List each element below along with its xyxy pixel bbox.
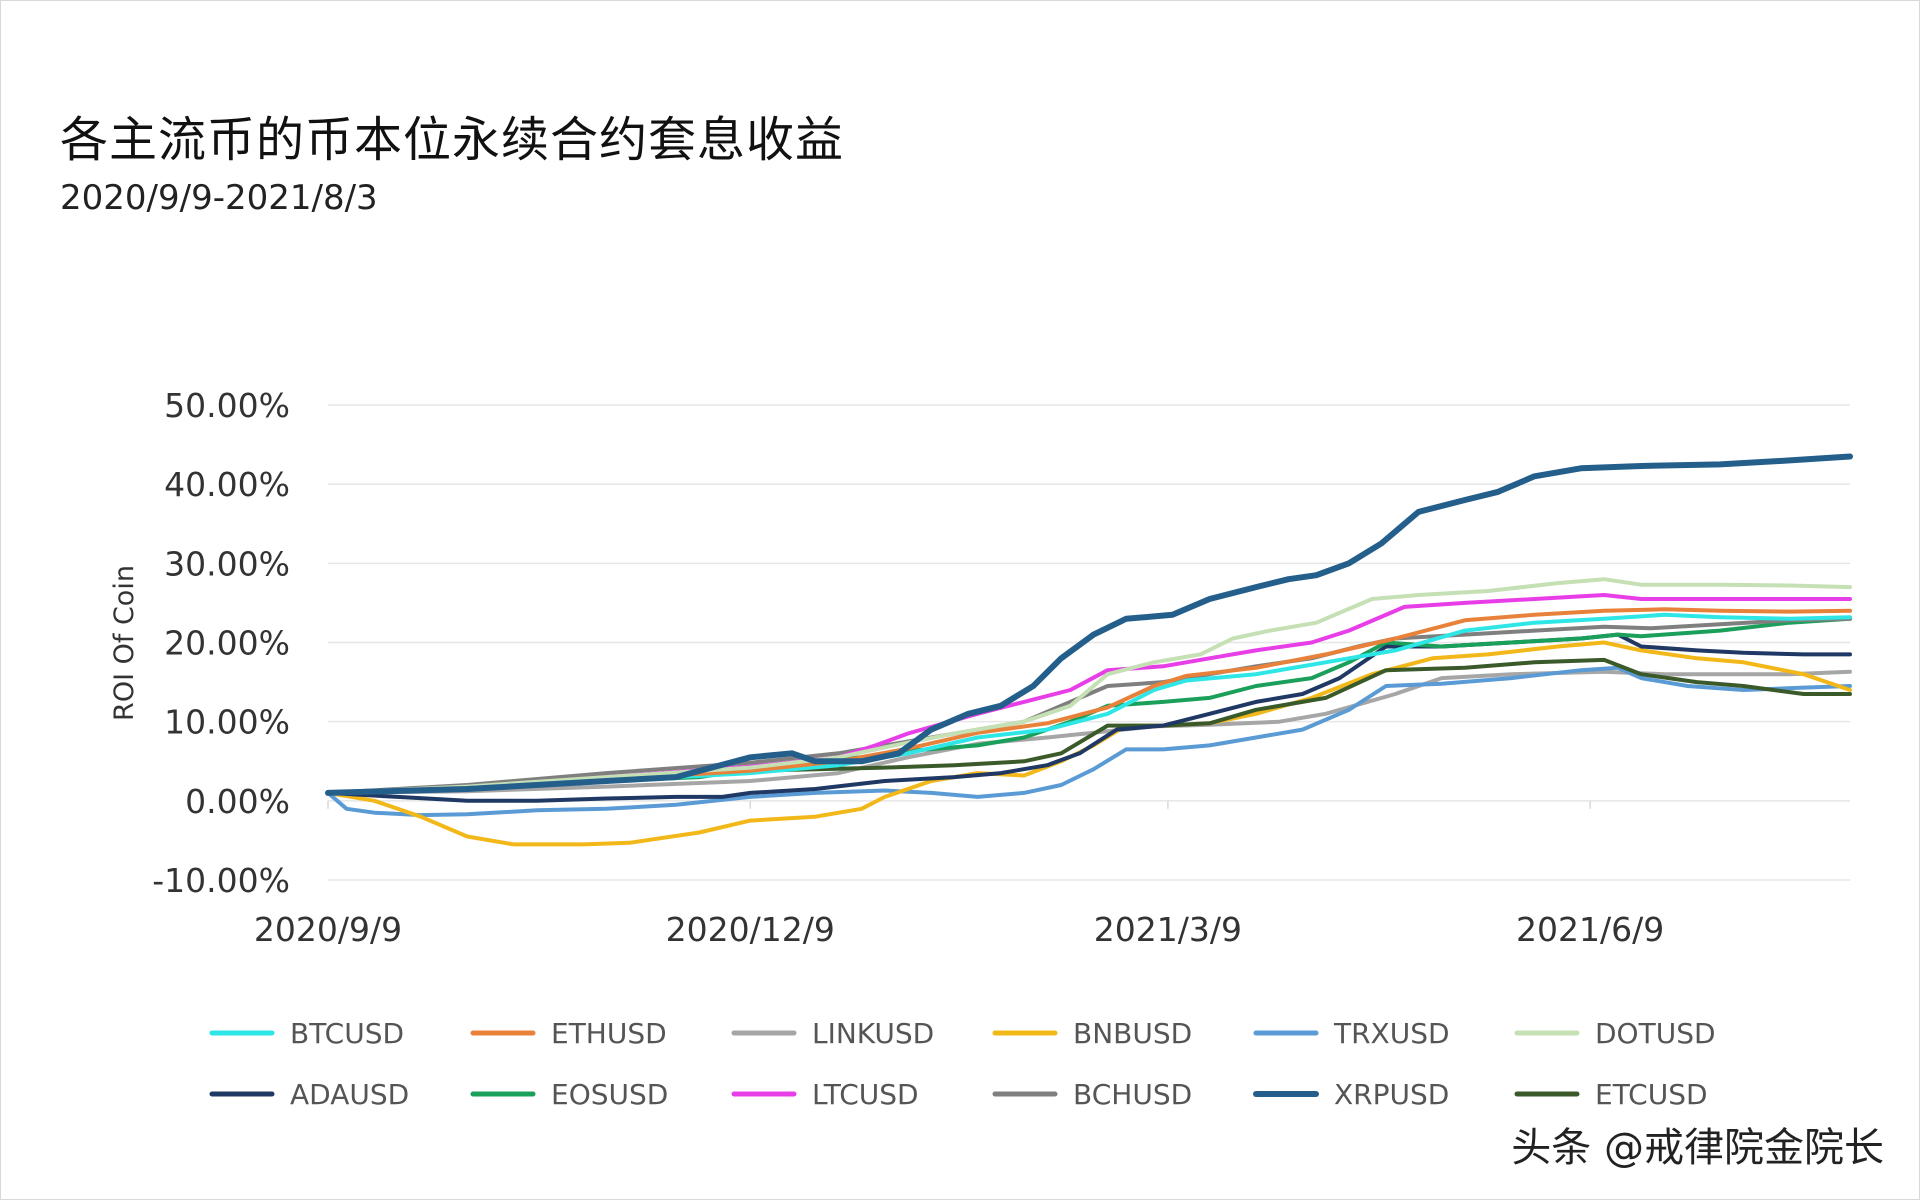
legend-item-dotusd: DOTUSD bbox=[1514, 1017, 1716, 1050]
legend-label: LTCUSD bbox=[812, 1078, 919, 1111]
series-line-ethusd bbox=[326, 607, 1852, 795]
x-tick-label: 2020/12/9 bbox=[666, 910, 835, 949]
legend-item-etcusd: ETCUSD bbox=[1514, 1078, 1708, 1111]
legend: BTCUSD ETHUSD LINKUSD BNBUSD TRXUSD DOTUSD ADA… bbox=[209, 1017, 1716, 1111]
series-lines bbox=[325, 453, 1853, 847]
legend-label: ETCUSD bbox=[1595, 1078, 1708, 1111]
legend-item-ltcusd: LTCUSD bbox=[731, 1078, 919, 1111]
y-tick-label: 50.00% bbox=[164, 386, 290, 425]
legend-item-ethusd: ETHUSD bbox=[470, 1017, 667, 1050]
y-axis-ticks: 50.00% 40.00% 30.00% 20.00% 10.00% 0.00% -10.0… bbox=[152, 386, 290, 900]
chart-subtitle: 2020/9/9-2021/8/3 bbox=[60, 178, 378, 218]
series-line-trxusd bbox=[326, 665, 1852, 818]
legend-item-eosusd: EOSUSD bbox=[470, 1078, 668, 1111]
legend-item-btcusd: BTCUSD bbox=[209, 1017, 404, 1050]
legend-item-xrpusd: XRPUSD bbox=[1253, 1078, 1449, 1111]
legend-item-linkusd: LINKUSD bbox=[731, 1017, 934, 1050]
y-tick-label: 0.00% bbox=[185, 782, 290, 821]
chart-title: 各主流币的币本位永续合约套息收益 bbox=[60, 112, 845, 168]
legend-label: ETHUSD bbox=[551, 1017, 667, 1050]
legend-label: BNBUSD bbox=[1073, 1017, 1192, 1050]
legend-label: ADAUSD bbox=[290, 1078, 409, 1111]
legend-label: DOTUSD bbox=[1595, 1017, 1716, 1050]
series-line-btcusd bbox=[326, 612, 1852, 795]
x-tick-label: 2021/3/9 bbox=[1094, 910, 1242, 949]
y-tick-label: 30.00% bbox=[164, 544, 290, 583]
legend-item-adausd: ADAUSD bbox=[209, 1078, 409, 1111]
y-axis-label: ROI Of Coin bbox=[109, 565, 140, 721]
y-tick-label: 20.00% bbox=[164, 624, 290, 663]
x-tick-label: 2021/6/9 bbox=[1516, 910, 1664, 949]
y-tick-label: 10.00% bbox=[164, 703, 290, 742]
legend-item-trxusd: TRXUSD bbox=[1253, 1017, 1450, 1050]
legend-label: TRXUSD bbox=[1333, 1017, 1450, 1050]
legend-item-bnbusd: BNBUSD bbox=[992, 1017, 1192, 1050]
legend-label: XRPUSD bbox=[1334, 1078, 1449, 1111]
legend-label: EOSUSD bbox=[551, 1078, 668, 1111]
y-tick-label: 40.00% bbox=[164, 465, 290, 504]
legend-label: BTCUSD bbox=[290, 1017, 404, 1050]
legend-label: LINKUSD bbox=[812, 1017, 934, 1050]
x-axis-ticks: 2020/9/9 2020/12/9 2021/3/9 2021/6/9 bbox=[254, 800, 1664, 949]
legend-label: BCHUSD bbox=[1073, 1078, 1192, 1111]
watermark-text: 头条 @戒律院金院长 bbox=[1511, 1125, 1884, 1171]
y-tick-label: -10.00% bbox=[152, 861, 290, 900]
legend-item-bchusd: BCHUSD bbox=[992, 1078, 1192, 1111]
series-line-xrpusd bbox=[325, 453, 1853, 796]
x-tick-label: 2020/9/9 bbox=[254, 910, 402, 949]
